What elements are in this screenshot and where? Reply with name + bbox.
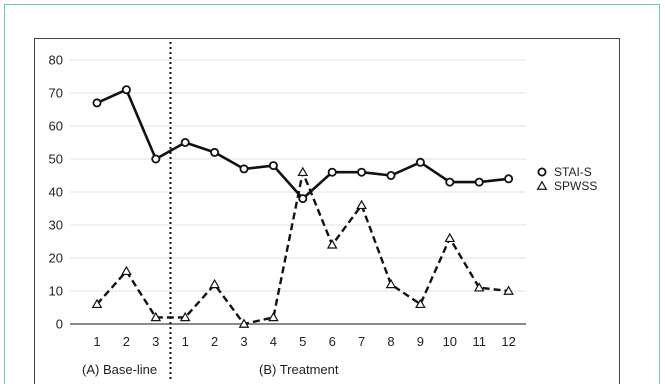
data-point: [415, 298, 426, 309]
data-point: [356, 199, 367, 210]
x-tick-label: 1: [93, 334, 100, 349]
y-tick-label: 50: [49, 152, 63, 167]
data-point: [121, 265, 132, 276]
y-tick-label: 70: [49, 86, 63, 101]
x-tick-label: 7: [358, 334, 365, 349]
x-tick-label: 10: [443, 334, 457, 349]
plot-frame: [34, 38, 620, 384]
y-tick-label: 0: [56, 317, 63, 332]
data-point: [445, 177, 455, 187]
phase-label: (B) Treatment: [259, 362, 339, 377]
x-tick-label: 11: [472, 334, 486, 349]
data-point: [415, 157, 425, 167]
legend-marker: [537, 167, 547, 177]
series-layer: [91, 85, 514, 328]
x-tick-label: 3: [240, 334, 247, 349]
x-tick-label: 3: [152, 334, 159, 349]
legend-marker: [536, 180, 548, 190]
phase-labels: (A) Base-line (B) Treatment: [82, 362, 339, 377]
data-point: [268, 161, 278, 171]
legend-label: STAI-S: [554, 165, 592, 179]
data-point: [209, 278, 220, 289]
data-point: [238, 318, 250, 328]
x-tick-label: 4: [270, 334, 277, 349]
data-point: [386, 170, 396, 180]
data-point: [473, 282, 485, 292]
x-tick-label: 1: [182, 334, 189, 349]
legend-label: SPWSS: [554, 179, 597, 193]
data-point: [444, 232, 456, 243]
data-point: [297, 166, 309, 177]
data-point: [150, 311, 162, 322]
data-point: [474, 177, 484, 187]
y-tick-label: 80: [49, 53, 63, 68]
data-point: [327, 167, 337, 177]
data-point: [92, 98, 102, 108]
x-tick-label: 9: [417, 334, 424, 349]
x-tick-label: 2: [211, 334, 218, 349]
y-tick-label: 60: [49, 119, 63, 134]
y-tick-label: 10: [49, 284, 63, 299]
data-point: [357, 167, 367, 177]
figure-frame: [4, 4, 660, 384]
phase-label: (A) Base-line: [82, 362, 157, 377]
y-axis-ticks: 0 10 20 30 40 50 60 70 80: [49, 53, 63, 332]
y-tick-label: 20: [49, 251, 63, 266]
x-tick-label: 12: [501, 334, 515, 349]
x-tick-label: 2: [123, 334, 130, 349]
data-point: [180, 137, 190, 147]
data-point: [504, 174, 514, 184]
data-point: [385, 278, 397, 289]
data-point: [121, 85, 131, 95]
x-axis-ticks: 1 2 3 1 2 3 4 5 6 7 8 9 10 11 12: [93, 334, 515, 349]
x-tick-label: 8: [387, 334, 394, 349]
x-tick-label: 6: [329, 334, 336, 349]
data-point: [179, 311, 191, 322]
data-point: [239, 164, 249, 174]
data-point: [326, 239, 338, 249]
x-tick-label: 5: [299, 334, 306, 349]
data-point: [503, 285, 514, 295]
y-tick-label: 30: [49, 218, 63, 233]
data-point: [298, 194, 308, 204]
data-point: [151, 154, 161, 164]
data-point: [210, 147, 220, 157]
data-point: [91, 298, 103, 309]
data-point: [268, 311, 279, 322]
y-tick-label: 40: [49, 185, 63, 200]
